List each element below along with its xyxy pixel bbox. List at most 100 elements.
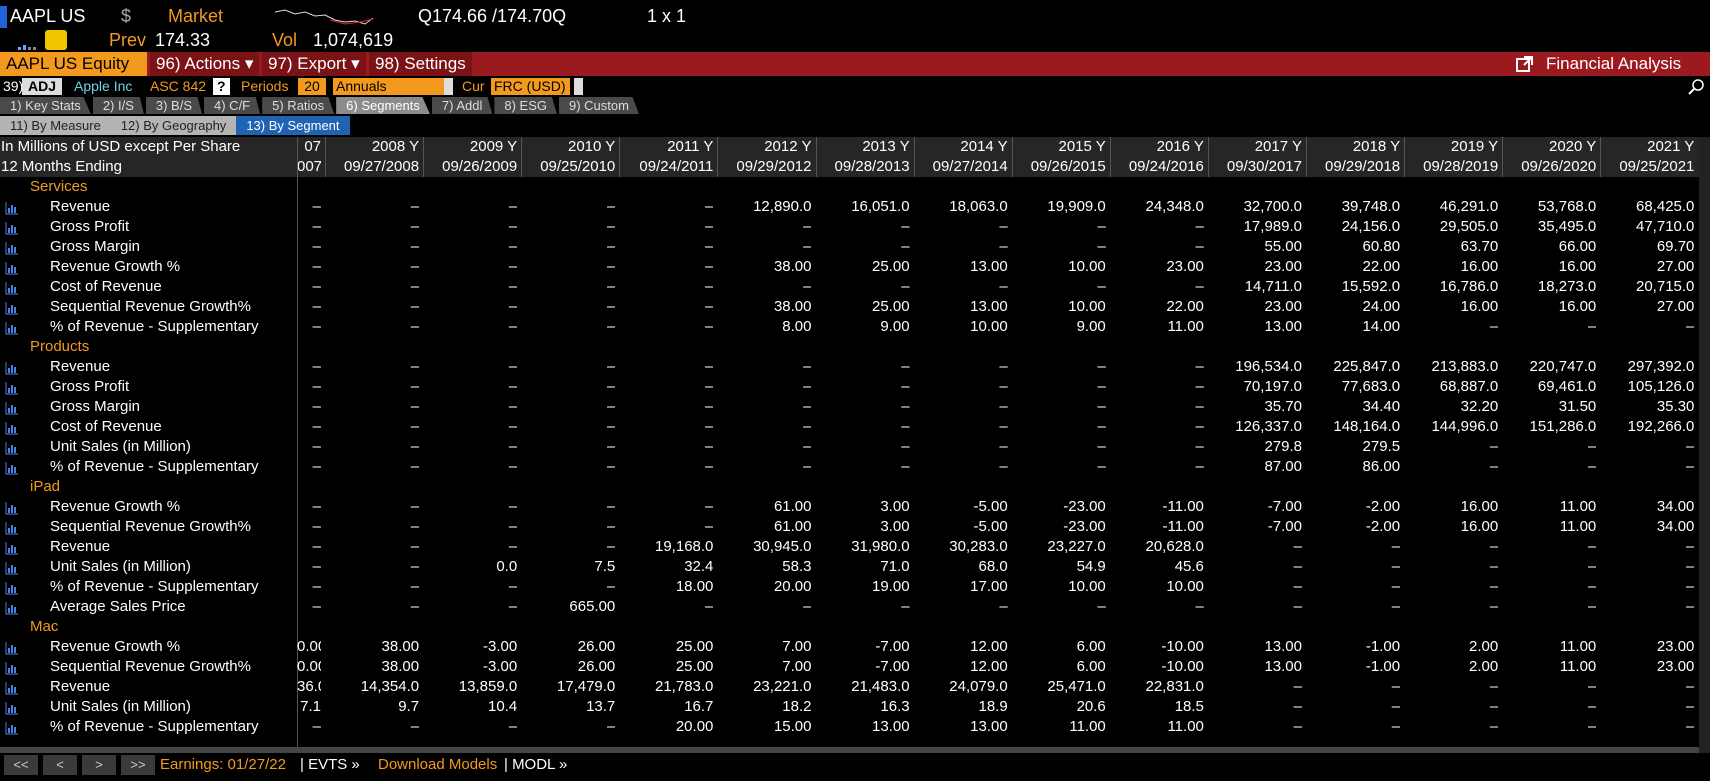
data-row: Gross Profit – – – – – – – – – – 70,197.0 77,683.0 68… — [0, 377, 1699, 397]
cell-value: – — [705, 238, 714, 255]
nav-button[interactable]: < — [43, 755, 77, 775]
column-header: 007 — [297, 158, 321, 175]
chart-icon[interactable] — [5, 301, 19, 315]
function-name[interactable]: Financial Analysis — [1546, 54, 1682, 73]
cell-value: 34.40 — [1362, 398, 1401, 415]
chart-icon[interactable] — [5, 381, 19, 395]
frequency-select[interactable]: Annuals — [333, 78, 444, 95]
cell-value: – — [410, 598, 420, 615]
tab[interactable]: 7) Addl — [431, 97, 493, 114]
nav-button[interactable]: >> — [121, 755, 155, 775]
chart-icon[interactable] — [5, 201, 19, 215]
cell-value: 18.9 — [978, 698, 1008, 715]
evts-link[interactable]: | EVTS » — [300, 756, 360, 773]
export-menu[interactable]: 97) Export ▾ — [262, 52, 366, 76]
data-row: Revenue – – – – – 12,890.0 16,051.0 18,063.0 19,9… — [0, 197, 1699, 217]
chart-icon[interactable] — [5, 681, 19, 695]
tab[interactable]: 8) ESG — [494, 97, 557, 114]
nav-button[interactable]: << — [4, 755, 38, 775]
subtab[interactable]: 12) By Geography — [120, 118, 227, 133]
cell-value: 38.00 — [773, 298, 812, 315]
chart-icon[interactable] — [5, 241, 19, 255]
periods-input[interactable]: 20 — [298, 78, 326, 95]
column-header: 2014 Y — [960, 138, 1008, 155]
cell-value: 13.00 — [1264, 658, 1302, 675]
dropdown-arrow[interactable] — [444, 78, 453, 95]
cell-value: – — [1489, 438, 1499, 455]
adj-box[interactable]: ADJ — [22, 78, 63, 95]
currency-select[interactable]: FRC (USD) — [491, 78, 570, 95]
cell-value: -2.00 — [1365, 518, 1401, 535]
cell-value: – — [999, 438, 1008, 455]
cell-value: – — [410, 458, 420, 475]
chart-icon[interactable] — [5, 641, 19, 655]
alert-icon[interactable] — [45, 30, 67, 50]
chart-icon[interactable] — [5, 441, 19, 455]
data-row: Gross Margin – – – – – – – – – – 55.00 60.80 63.70 66.… — [0, 237, 1699, 257]
chart-icon[interactable] — [5, 221, 19, 235]
actions-menu[interactable]: 96) Actions ▾ — [150, 52, 260, 76]
chart-icon[interactable] — [5, 581, 19, 595]
cell-value: 7.00 — [782, 658, 812, 675]
cell-value: 279.8 — [1264, 438, 1302, 455]
cell-value: – — [1391, 598, 1401, 615]
cell-value: – — [1686, 458, 1695, 475]
settings-menu[interactable]: 98) Settings — [369, 52, 472, 76]
cell-value: -5.00 — [973, 518, 1008, 535]
security-box[interactable]: AAPL US Equity — [0, 52, 147, 76]
quote: Q174.66 /174.70Q — [418, 6, 567, 26]
chart-icon[interactable] — [5, 561, 19, 575]
cell-value: – — [901, 418, 910, 435]
dropdown-arrow[interactable] — [574, 78, 583, 95]
subtab[interactable]: 13) By Segment — [236, 116, 350, 135]
cell-value: 16.00 — [1558, 258, 1597, 275]
chart-icon[interactable] — [5, 361, 19, 375]
cell-value: – — [1587, 458, 1597, 475]
cell-value: – — [508, 458, 518, 475]
nav-button[interactable]: > — [82, 755, 116, 775]
tab[interactable]: 4) C/F — [204, 97, 261, 114]
cell-value: 27.00 — [1656, 258, 1695, 275]
tab[interactable]: 9) Custom — [558, 97, 639, 114]
tab[interactable]: 3) B/S — [145, 97, 203, 114]
chart-icon[interactable] — [5, 461, 19, 475]
cell-value: 34.00 — [1656, 518, 1695, 535]
cell-value: – — [1097, 418, 1106, 435]
zoom-icon[interactable] — [1688, 78, 1706, 96]
chart-icon[interactable] — [5, 601, 19, 615]
column-header: 09/26/2009 — [442, 158, 518, 175]
help-box[interactable]: ? — [213, 78, 230, 95]
chart-icon[interactable] — [5, 661, 19, 675]
subtab[interactable]: 11) By Measure — [10, 118, 101, 133]
chart-icon[interactable] — [5, 401, 19, 415]
cell-value: – — [1686, 678, 1695, 695]
cell-value: 35,495.0 — [1537, 218, 1597, 235]
chart-icon[interactable] — [5, 261, 19, 275]
chart-icon[interactable] — [5, 721, 19, 735]
tab[interactable]: 6) Segments — [336, 97, 430, 114]
tab[interactable]: 5) Ratios — [262, 97, 335, 114]
chart-icon[interactable] — [5, 701, 19, 715]
cell-value: 18,273.0 — [1537, 278, 1597, 295]
chart-icon[interactable] — [5, 501, 19, 515]
cell-value: – — [1391, 678, 1401, 695]
currency: $ — [121, 6, 132, 26]
modl-link[interactable]: | MODL » — [504, 756, 568, 773]
v-scrollbar[interactable] — [1699, 137, 1710, 753]
chart-icon[interactable] — [5, 421, 19, 435]
download-link[interactable]: Download Models — [378, 756, 498, 773]
cell-value: 12.00 — [970, 638, 1008, 655]
chart-icon[interactable] — [5, 281, 19, 295]
data-row: Revenue Growth % – – – – – 38.00 25.00 13.00 10.0… — [0, 257, 1699, 277]
cell-value: -1.00 — [1365, 638, 1401, 655]
scrollbar[interactable] — [0, 747, 1699, 753]
chart-icon[interactable] — [5, 521, 19, 535]
column-header: 09/30/2017 — [1226, 158, 1302, 175]
tab[interactable]: 2) I/S — [92, 97, 144, 114]
cell-value: 25,471.0 — [1047, 678, 1106, 695]
data-row: Cost of Revenue – – – – – – – – – – 14,711.0 15,592.… — [0, 277, 1699, 297]
chart-icon[interactable] — [5, 321, 19, 335]
cell-value: 10.4 — [487, 698, 518, 715]
tab[interactable]: 1) Key Stats — [0, 97, 91, 114]
chart-icon[interactable] — [5, 541, 19, 555]
